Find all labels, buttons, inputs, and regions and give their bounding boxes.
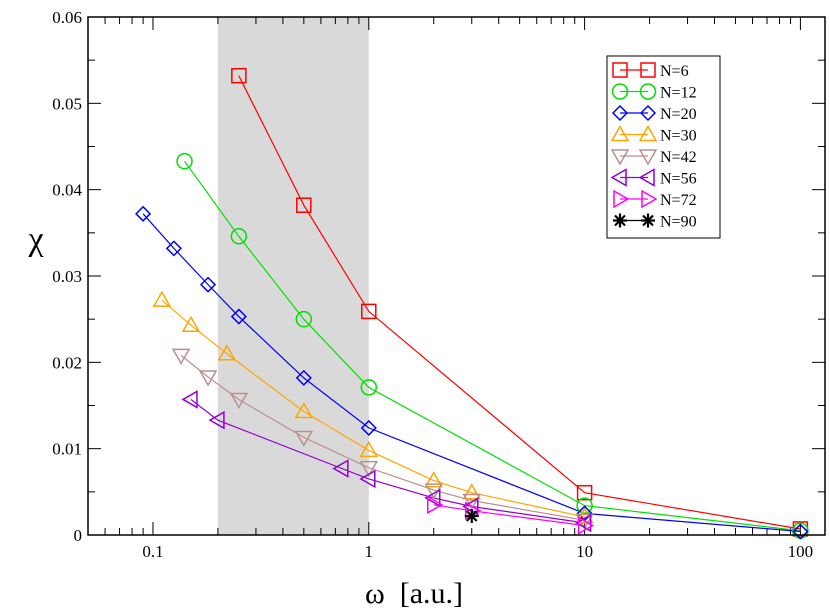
legend-marker-n6 bbox=[640, 62, 656, 78]
y-tick-label: 0.06 bbox=[52, 8, 82, 27]
series-line-n30 bbox=[161, 299, 585, 518]
data-point-n20 bbox=[199, 276, 217, 293]
data-point-n30 bbox=[181, 315, 201, 332]
shaded-region bbox=[217, 17, 369, 535]
data-point-n42 bbox=[359, 460, 379, 478]
data-point-n12 bbox=[295, 310, 313, 328]
data-point-n42 bbox=[294, 430, 314, 447]
data-point-n30 bbox=[152, 290, 172, 307]
legend-box bbox=[606, 55, 721, 239]
legend-marker-n6 bbox=[612, 62, 628, 78]
legend-label-n72: N=72 bbox=[660, 192, 697, 209]
y-tick-labels: 0 0.01 0.02 0.03 0.04 0.05 0.06 bbox=[52, 8, 82, 545]
data-point-n42 bbox=[171, 348, 191, 365]
series-line-n20 bbox=[142, 213, 801, 533]
legend-label-n90: N=90 bbox=[660, 214, 697, 231]
data-point-n20 bbox=[165, 240, 182, 257]
data-point-n42 bbox=[198, 370, 218, 387]
x-tick-labels: 0.1 1 10 100 bbox=[142, 542, 813, 561]
data-point-n30 bbox=[359, 440, 379, 458]
data-point-n12 bbox=[360, 379, 378, 396]
legend-marker-n30 bbox=[610, 124, 630, 142]
legend-label-n12: N=12 bbox=[660, 85, 697, 102]
x-tick-label: 10 bbox=[576, 542, 593, 561]
data-point-n42 bbox=[462, 493, 482, 510]
legend-label-n30: N=30 bbox=[660, 128, 697, 145]
data-point-n56 bbox=[208, 410, 225, 430]
series-markers bbox=[135, 67, 809, 540]
data-point-n30 bbox=[462, 483, 482, 500]
data-point-n12 bbox=[230, 228, 248, 245]
data-point-n56 bbox=[575, 513, 592, 533]
data-point-n12 bbox=[176, 152, 193, 170]
data-point-n56 bbox=[424, 488, 441, 508]
legend-label-n6: N=6 bbox=[660, 63, 689, 80]
x-tick-label: 100 bbox=[788, 542, 814, 561]
data-point-n20 bbox=[360, 419, 377, 437]
data-point-n6 bbox=[231, 67, 247, 84]
legend-label-n42: N=42 bbox=[660, 149, 697, 166]
y-tick-label: 0 bbox=[74, 526, 83, 545]
data-point-n6 bbox=[296, 197, 312, 213]
series-line-n12 bbox=[184, 160, 801, 532]
y-tick-label: 0.03 bbox=[52, 267, 82, 286]
data-point-n20 bbox=[230, 308, 247, 325]
star-stroke bbox=[642, 214, 654, 227]
legend-marker-n72 bbox=[613, 189, 630, 209]
data-point-n72 bbox=[426, 495, 444, 515]
data-point-n20 bbox=[792, 523, 809, 540]
data-point-n90 bbox=[464, 509, 479, 524]
legend-marker-n42 bbox=[610, 149, 630, 166]
y-tick-label: 0.01 bbox=[52, 440, 82, 459]
data-point-n20 bbox=[135, 205, 152, 222]
data-point-n56 bbox=[332, 459, 349, 478]
plot-frame bbox=[87, 16, 826, 536]
legend-marker-n56 bbox=[610, 168, 627, 187]
data-point-n30 bbox=[294, 402, 314, 419]
legend-label-n56: N=56 bbox=[660, 171, 697, 188]
legend-marker-n20 bbox=[639, 104, 657, 122]
legend-marker-n90 bbox=[613, 213, 627, 228]
legend-label-n20: N=20 bbox=[660, 106, 697, 123]
legend-marker-n20 bbox=[611, 104, 629, 122]
data-point-n12 bbox=[576, 497, 593, 514]
x-tick-label: 1 bbox=[365, 542, 374, 561]
data-point-n72 bbox=[577, 516, 595, 535]
y-tick-label: 0.05 bbox=[52, 94, 82, 113]
legend-marker-n12 bbox=[639, 83, 657, 100]
legend-marker-n90 bbox=[641, 213, 655, 228]
x-axis-title: ω [a.u.] bbox=[365, 577, 463, 610]
series-line-n6 bbox=[238, 75, 801, 530]
legend-marker-n56 bbox=[638, 168, 655, 187]
y-tick-label: 0.02 bbox=[52, 353, 82, 372]
data-point-n30 bbox=[217, 344, 237, 361]
data-point-n6 bbox=[576, 484, 593, 501]
data-point-n20 bbox=[295, 369, 312, 386]
star-stroke bbox=[465, 510, 478, 522]
data-point-n42 bbox=[229, 392, 249, 409]
legend-marker-n42 bbox=[638, 149, 658, 166]
data-point-n6 bbox=[361, 303, 377, 320]
legend: N=6 N=12 N=20 N=30 N=42 N=56 N=72 N=90 bbox=[606, 55, 721, 239]
data-point-n30 bbox=[424, 471, 444, 488]
data-point-n56 bbox=[359, 469, 376, 489]
star-stroke bbox=[614, 214, 626, 227]
y-axis-title: χ bbox=[27, 221, 43, 258]
data-point-n56 bbox=[181, 390, 198, 409]
axis-ticks bbox=[87, 16, 825, 536]
legend-marker-n12 bbox=[611, 83, 629, 100]
legend-marker-n72 bbox=[641, 189, 658, 209]
x-tick-label: 0.1 bbox=[142, 542, 163, 561]
legend-marker-n30 bbox=[638, 124, 658, 142]
y-tick-label: 0.04 bbox=[52, 181, 82, 200]
